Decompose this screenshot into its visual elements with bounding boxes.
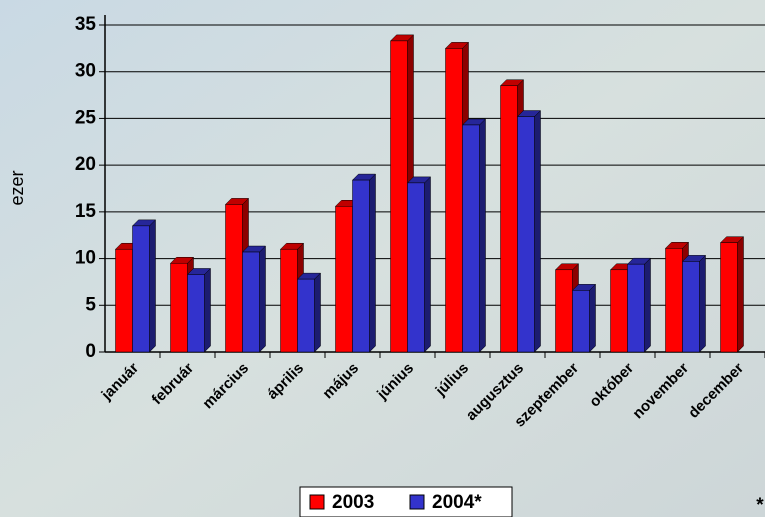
bar bbox=[445, 48, 463, 353]
bar bbox=[225, 204, 243, 353]
bar bbox=[610, 269, 628, 353]
bar bbox=[517, 116, 535, 353]
legend-label: 2003 bbox=[332, 492, 374, 513]
y-tick-label: 35 bbox=[75, 14, 97, 35]
bar bbox=[682, 261, 700, 353]
bar bbox=[280, 248, 298, 353]
bar-side bbox=[589, 283, 596, 353]
y-axis-label: ezer bbox=[7, 170, 27, 205]
bar bbox=[187, 274, 205, 353]
legend-swatch bbox=[409, 494, 425, 510]
bar-side bbox=[737, 236, 744, 353]
footnote: * bbox=[756, 495, 764, 516]
bar-side bbox=[314, 272, 321, 353]
bar bbox=[297, 278, 315, 353]
bar bbox=[665, 248, 683, 353]
bar-side bbox=[149, 219, 156, 353]
y-tick-label: 5 bbox=[85, 294, 96, 315]
bar bbox=[115, 248, 133, 353]
bar bbox=[500, 85, 518, 353]
bar-side bbox=[699, 254, 706, 353]
bar bbox=[335, 206, 353, 353]
bar-side bbox=[644, 257, 651, 353]
bar bbox=[352, 179, 370, 353]
bar bbox=[462, 124, 480, 353]
bar bbox=[170, 262, 188, 353]
bar-side bbox=[424, 176, 431, 353]
bar-side bbox=[534, 109, 541, 353]
bar-side bbox=[204, 267, 211, 353]
bar bbox=[627, 263, 645, 353]
bar bbox=[720, 242, 738, 353]
y-tick-label: 20 bbox=[75, 154, 96, 175]
y-tick-label: 30 bbox=[75, 61, 96, 82]
y-tick-label: 25 bbox=[75, 107, 97, 128]
bar bbox=[572, 290, 590, 353]
bar bbox=[407, 182, 425, 353]
bar-side bbox=[479, 118, 486, 353]
bar bbox=[555, 269, 573, 353]
bar bbox=[132, 225, 150, 353]
y-tick-label: 15 bbox=[75, 201, 97, 222]
bar bbox=[390, 40, 408, 353]
legend-swatch bbox=[309, 494, 325, 510]
y-tick-label: 10 bbox=[75, 248, 96, 269]
legend-box bbox=[299, 486, 513, 517]
bar-side bbox=[259, 245, 266, 353]
bar bbox=[242, 251, 260, 353]
legend-label: 2004* bbox=[432, 492, 482, 513]
bar-side bbox=[369, 173, 376, 353]
y-tick-label: 0 bbox=[85, 341, 96, 362]
